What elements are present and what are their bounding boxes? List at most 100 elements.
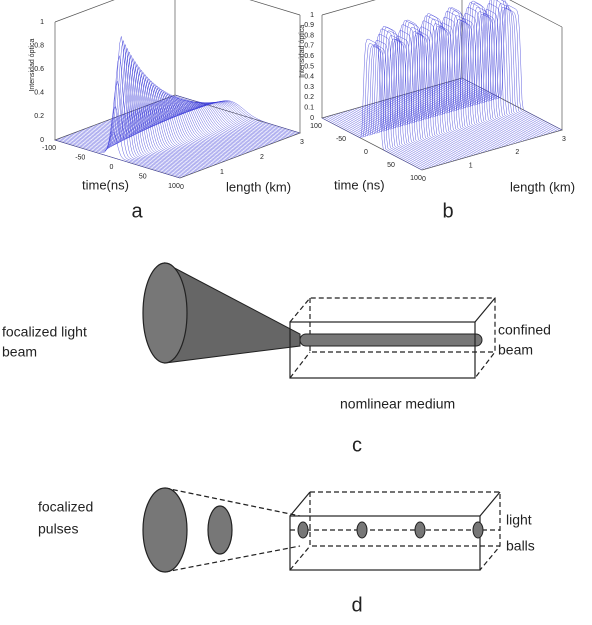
surface-line — [158, 100, 285, 140]
surface-line — [166, 97, 293, 137]
surface-line — [403, 7, 504, 147]
length-tick-label: 1 — [469, 163, 473, 170]
surface-line — [60, 80, 187, 177]
surface-line — [426, 0, 528, 141]
surface-line — [424, 2, 525, 141]
box-front — [289, 515, 481, 571]
surface-line — [122, 98, 249, 153]
surface-line — [333, 33, 434, 167]
surface-line — [431, 6, 532, 139]
surface-line — [170, 96, 297, 135]
pulse — [207, 505, 233, 555]
surface-line — [443, 3, 544, 136]
z-tick-label: 0.7 — [304, 43, 314, 50]
box-front — [289, 321, 476, 379]
surface-line — [56, 131, 183, 178]
length-tick-label: 2 — [260, 154, 264, 161]
surface-line — [380, 15, 481, 154]
z-tick-label: 0.2 — [304, 94, 314, 101]
pulse-line — [164, 487, 301, 517]
surface-line — [94, 80, 221, 164]
surface-line — [384, 14, 486, 153]
time-tick-label: 100 — [168, 183, 180, 190]
surface-line — [54, 139, 181, 179]
surface-line — [324, 43, 425, 170]
surface-line — [328, 44, 430, 169]
surface-line — [363, 22, 465, 159]
surface-line — [90, 76, 217, 165]
surface-line — [445, 0, 546, 135]
box-back — [309, 492, 500, 547]
surface-line — [405, 7, 507, 147]
surface-line — [160, 99, 287, 139]
time-tick-label: 100 — [410, 175, 422, 182]
light-ball — [297, 521, 309, 539]
light-ball — [414, 521, 426, 539]
surface-line — [150, 102, 277, 143]
box-edge — [479, 491, 501, 517]
box-back — [309, 298, 495, 353]
surface-line — [138, 101, 265, 147]
z-axis-label: Intensidad óptica — [29, 39, 36, 92]
panel-letter: a — [131, 200, 143, 222]
surface-line — [373, 31, 474, 156]
surface-line — [389, 23, 490, 151]
time-tick-label: 100 — [310, 123, 322, 130]
surface-line — [342, 30, 444, 165]
length-tick-label: 3 — [562, 136, 566, 143]
length-tick-label: 2 — [515, 149, 519, 156]
surface-line — [361, 19, 462, 159]
surface-line — [148, 102, 275, 143]
surface-line — [136, 101, 263, 148]
surface-line — [429, 2, 530, 140]
surface-line — [457, 7, 558, 132]
surface-line — [438, 13, 539, 137]
surface-line — [410, 15, 511, 145]
time-axis-label: time (ns) — [334, 177, 385, 192]
surface-line — [345, 35, 446, 164]
surface-line — [366, 27, 467, 158]
z-tick-label: 0.4 — [34, 90, 44, 97]
z-tick-label: 1 — [310, 12, 314, 19]
z-tick-label: 0.8 — [304, 32, 314, 39]
surface-line — [74, 54, 201, 171]
surface-line — [408, 10, 509, 146]
surface-line — [58, 105, 185, 177]
length-tick-label: 0 — [422, 176, 426, 183]
box-edge — [474, 297, 496, 323]
diagram-d: focalized pulses light balls d — [38, 487, 535, 616]
time-axis-label: time(ns) — [82, 177, 129, 192]
time-tick-label: 0 — [110, 164, 114, 171]
surface-line — [102, 87, 229, 161]
surface-line — [72, 51, 199, 172]
label: focalized — [38, 499, 93, 515]
surface-line — [335, 28, 437, 167]
surface-line — [454, 3, 556, 133]
time-tick-label: 50 — [387, 162, 395, 169]
time-tick-label: -50 — [336, 136, 346, 143]
pulse — [142, 487, 188, 573]
surface-line — [164, 98, 291, 137]
plot-edge — [321, 0, 563, 28]
surface-line — [417, 18, 518, 143]
surface-line — [168, 96, 295, 136]
z-axis-label: Intensidad óptica — [299, 25, 306, 78]
surface-line — [401, 11, 502, 148]
surface-line — [172, 95, 299, 134]
surface-line — [80, 64, 207, 169]
surface-line — [447, 0, 549, 135]
box-back — [310, 491, 501, 571]
z-tick-label: 0.3 — [304, 84, 314, 91]
length-tick-label: 3 — [300, 139, 304, 146]
z-tick-label: 0.4 — [304, 74, 314, 81]
surface-line — [174, 94, 301, 134]
time-tick-label: -50 — [75, 154, 85, 161]
panel-letter: b — [442, 200, 453, 222]
surface-line — [398, 16, 500, 149]
z-tick-label: 0.6 — [304, 53, 314, 60]
z-tick-label: 1 — [40, 19, 44, 26]
surface-line — [144, 102, 271, 145]
time-tick-label: -100 — [42, 145, 56, 152]
